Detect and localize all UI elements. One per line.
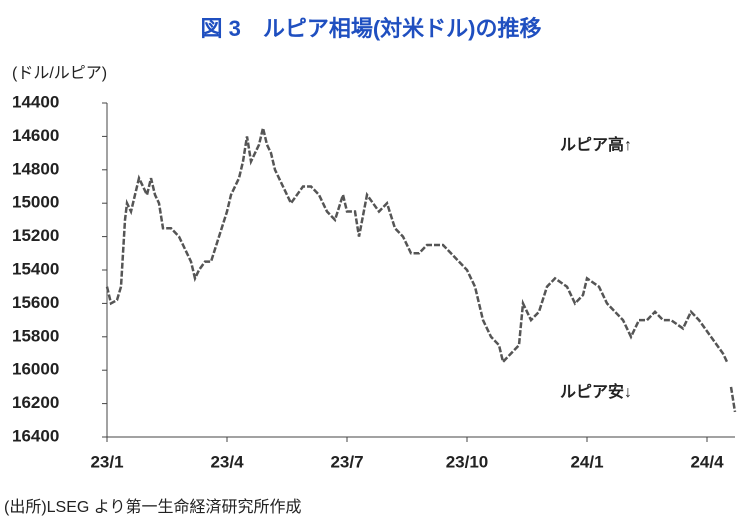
y-axis-label: (ドル/ルピア) xyxy=(12,65,107,82)
x-tick-label: 24/1 xyxy=(570,452,603,471)
y-tick-label: 14400 xyxy=(12,92,59,111)
annotation: ルピア安↓ xyxy=(560,382,632,401)
y-tick-label: 15800 xyxy=(12,326,59,345)
y-tick-label: 15000 xyxy=(12,193,59,212)
y-tick-label: 15400 xyxy=(12,259,59,278)
source-note: (出所)LSEG より第一生命経済研究所作成 xyxy=(4,498,301,516)
y-tick-label: 15600 xyxy=(12,293,59,312)
x-tick-label: 23/10 xyxy=(446,452,489,471)
y-tick-label: 14800 xyxy=(12,159,59,178)
x-tick-label: 24/4 xyxy=(690,452,724,471)
x-tick-label: 23/4 xyxy=(210,452,244,471)
x-tick-label: 23/7 xyxy=(330,452,363,471)
y-tick-label: 15200 xyxy=(12,226,59,245)
y-tick-label: 16000 xyxy=(12,360,59,379)
y-tick-label: 16400 xyxy=(12,426,59,445)
series-line xyxy=(105,127,729,365)
y-tick-label: 16200 xyxy=(12,393,59,412)
annotation: ルピア高↑ xyxy=(560,135,632,154)
x-tick-label: 23/1 xyxy=(90,452,123,471)
chart-title: 図 3 ルピア相場(対米ドル)の推移 xyxy=(200,16,541,41)
series-line xyxy=(729,386,737,413)
y-tick-label: 14600 xyxy=(12,126,59,145)
